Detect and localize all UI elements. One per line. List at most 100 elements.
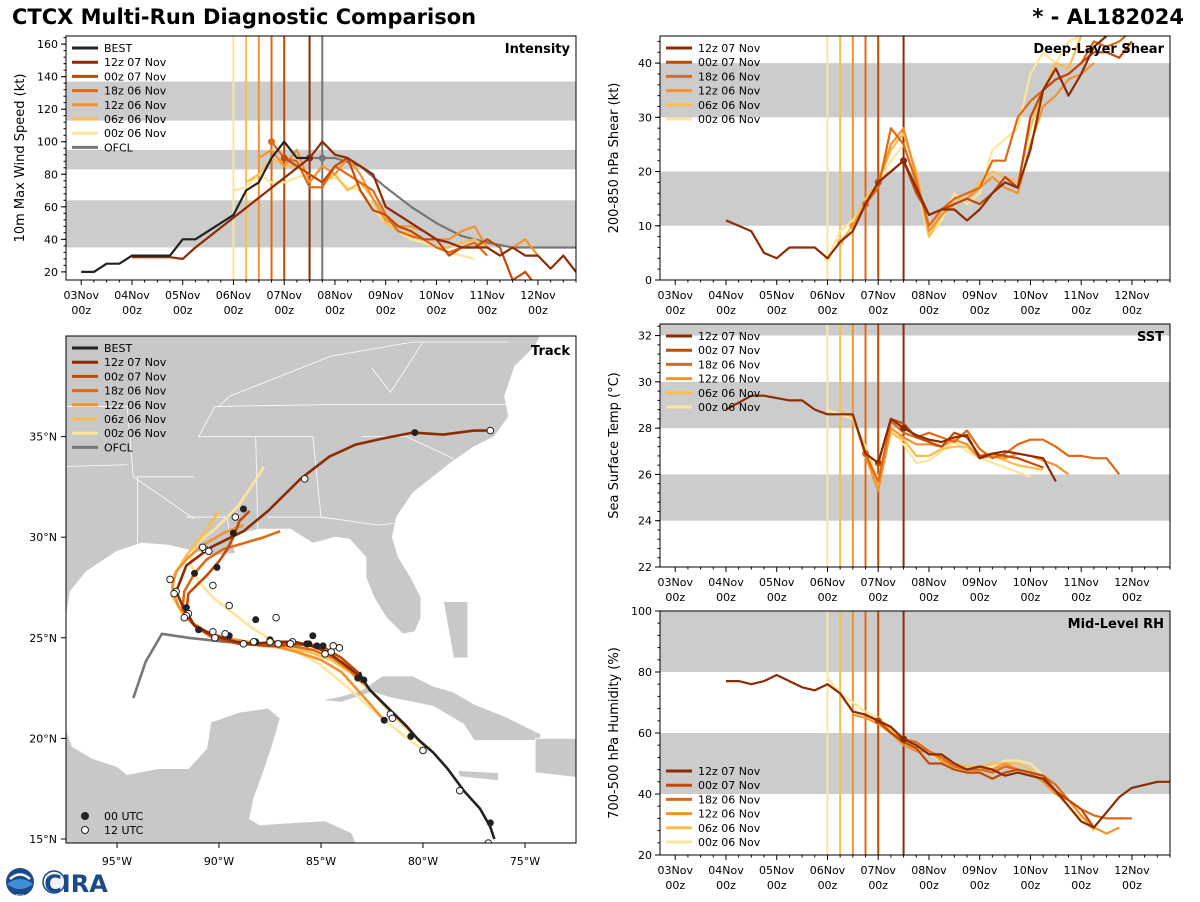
x-tick-label: 03Nov: [657, 864, 693, 877]
legend-label-best: BEST: [104, 342, 132, 355]
x-tick-label: 12Nov: [1114, 576, 1150, 589]
track-point-00utc: [313, 642, 321, 650]
track-point-00utc: [319, 642, 327, 650]
x-tick-label: 12Nov: [1114, 864, 1150, 877]
x-tick-label: 03Nov: [63, 289, 99, 302]
track-point-12utc: [231, 513, 240, 521]
x-tick-label: 03Nov: [657, 289, 693, 302]
legend-label-06z-06-nov: 06z 06 Nov: [698, 387, 761, 400]
x-tick-label: 00z: [818, 879, 838, 892]
agency-logos: NOAA CIRA: [4, 866, 114, 898]
state-border: [66, 406, 195, 520]
init-point-ofcl: [318, 154, 326, 162]
land-north-america: [66, 336, 541, 635]
x-tick-label: 07Nov: [860, 864, 896, 877]
x-tick-label: 04Nov: [114, 289, 150, 302]
x-tick-label: 00z: [716, 304, 736, 317]
x-tick-label: 09Nov: [368, 289, 404, 302]
shaded-band: [66, 81, 576, 121]
track-point-12utc: [249, 638, 258, 646]
legend-label-12z-07-nov: 12z 07 Nov: [698, 330, 761, 343]
legend-label-ofcl: OFCL: [104, 141, 134, 154]
land-central-america: [66, 707, 357, 843]
track-00z-06-nov: [189, 466, 428, 754]
legend-label-00z-07-nov: 00z 07 Nov: [698, 779, 761, 792]
chart-rh: 20 40 60 80 100 03Nov 00z 04Nov 00z 05Nov 00z 06Nov…: [607, 605, 1171, 892]
y-axis-label: 200-850 hPa Shear (kt): [607, 83, 622, 234]
axes-frame: [659, 35, 1171, 281]
plot-area: [660, 324, 1170, 567]
legend-label-marker: 00 UTC: [104, 810, 144, 823]
x-tick-label: 00z: [665, 304, 685, 317]
legend-label-18z-06-nov: 18z 06 Nov: [698, 793, 761, 806]
x-tick-label: 00z: [970, 879, 990, 892]
track-point-12utc: [209, 581, 217, 590]
x-tick-label: 06Nov: [810, 864, 846, 877]
plot-area: [660, 611, 1170, 855]
y-tick-label: 80: [44, 168, 58, 181]
x-tick-label: 06Nov: [216, 289, 252, 302]
x-tick-label: 10Nov: [419, 289, 455, 302]
x-tick-label: 00z: [818, 304, 838, 317]
x-tick-label: 06Nov: [810, 289, 846, 302]
shaded-band: [660, 381, 1170, 429]
init-point-12z-07-nov: [900, 424, 908, 432]
y-tick-label: 160: [37, 38, 58, 51]
x-tick-label: 07Nov: [266, 289, 302, 302]
y-tick-label: 22: [638, 561, 652, 574]
legend-label-12z-06-nov: 12z 06 Nov: [698, 808, 761, 821]
y-tick-label: 15°N: [29, 833, 57, 846]
x-tick-label: 00z: [376, 304, 396, 317]
panel-title: Deep-Layer Shear: [1033, 42, 1164, 57]
state-border: [66, 464, 128, 467]
x-tick-label: 00z: [868, 591, 888, 604]
track-point-12utc: [286, 640, 295, 648]
series-12z-06-nov: [851, 62, 1095, 233]
x-tick-label: 00z: [919, 304, 939, 317]
x-tick-label: 75°W: [510, 855, 540, 868]
legend-marker-filled: [81, 812, 89, 820]
legend-label-18z-06-nov: 18z 06 Nov: [104, 385, 167, 398]
legend-label-12z-06-nov: 12z 06 Nov: [698, 373, 761, 386]
series-best: [81, 140, 310, 273]
x-tick-label: 85°W: [306, 855, 336, 868]
chart-sst: 22 24 26 28 30 32 03Nov 00z 04Nov 00z 05Nov 00z 06No…: [607, 323, 1171, 604]
init-point-18z-06-nov: [268, 138, 276, 146]
x-tick-label: 00z: [767, 304, 787, 317]
y-tick-label: 25°N: [29, 632, 57, 645]
state-border: [255, 436, 322, 518]
x-tick-label: 00z: [716, 591, 736, 604]
x-tick-label: 00z: [274, 304, 294, 317]
x-tick-label: 04Nov: [708, 576, 744, 589]
track-point-12utc: [484, 839, 493, 843]
x-tick-label: 11Nov: [1063, 576, 1099, 589]
x-tick-label: 11Nov: [1063, 289, 1099, 302]
y-tick-label: 60: [44, 201, 58, 214]
y-tick-label: 20: [638, 166, 652, 179]
x-tick-label: 00z: [477, 304, 497, 317]
series-12z-07-nov: [132, 140, 576, 273]
series-18z-06-nov: [270, 141, 488, 257]
x-tick-label: 09Nov: [962, 576, 998, 589]
series-00z-07-nov: [283, 156, 533, 280]
x-tick-label: 00z: [919, 591, 939, 604]
x-tick-label: 06Nov: [810, 576, 846, 589]
cira-logo: CIRA: [42, 870, 108, 898]
track-point-00utc: [411, 429, 419, 437]
track-point-12utc: [300, 475, 309, 483]
track-point-12utc: [198, 543, 207, 552]
series-12z-07-nov: [725, 394, 1057, 482]
track-point-12utc: [335, 644, 344, 652]
track-point-12utc: [225, 601, 233, 610]
track-point-12utc: [221, 629, 229, 638]
x-tick-label: 10Nov: [1013, 289, 1049, 302]
legend-label-06z-06-nov: 06z 06 Nov: [104, 113, 167, 126]
panel-title: Track: [531, 344, 570, 359]
x-tick-label: 04Nov: [708, 864, 744, 877]
legend-label-12z-07-nov: 12z 07 Nov: [104, 56, 167, 69]
x-tick-label: 07Nov: [860, 289, 896, 302]
track-point-12utc: [486, 426, 495, 435]
track-point-12utc: [211, 633, 219, 642]
plot-area: [660, 36, 1170, 280]
track-point-00utc: [354, 674, 362, 682]
